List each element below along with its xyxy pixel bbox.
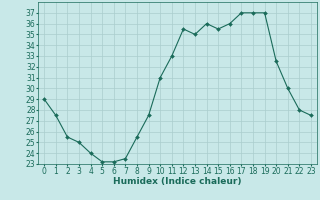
X-axis label: Humidex (Indice chaleur): Humidex (Indice chaleur) xyxy=(113,177,242,186)
